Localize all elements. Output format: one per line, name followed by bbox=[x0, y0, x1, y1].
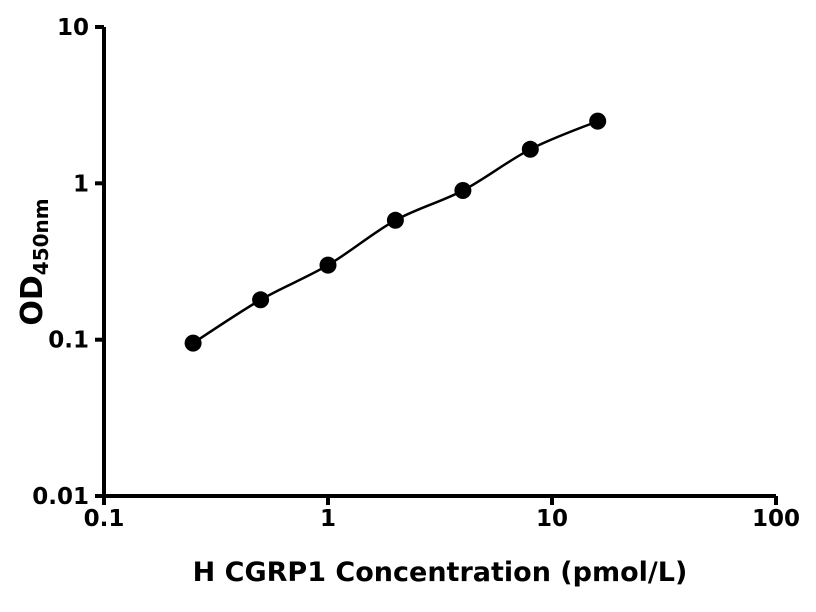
data-point bbox=[521, 140, 539, 158]
y-axis-title-sub: 450nm bbox=[29, 198, 53, 276]
x-tick-label: 10 bbox=[536, 506, 568, 532]
data-point bbox=[319, 256, 337, 274]
x-tick-label: 1 bbox=[320, 506, 336, 532]
data-point bbox=[454, 182, 472, 199]
y-tick-label: 0.1 bbox=[48, 328, 89, 354]
x-axis-title: H CGRP1 Concentration (pmol/L) bbox=[192, 557, 688, 588]
x-tick-label: 100 bbox=[752, 506, 800, 532]
data-point bbox=[184, 334, 202, 352]
y-axis-title: OD450nm bbox=[15, 198, 53, 325]
x-tick-label: 0.1 bbox=[84, 506, 125, 532]
y-tick-label: 10 bbox=[57, 15, 89, 41]
data-point bbox=[386, 211, 404, 229]
axes bbox=[102, 27, 776, 498]
y-tick-label: 1 bbox=[73, 171, 89, 197]
data-point bbox=[252, 291, 270, 309]
data-point bbox=[589, 112, 607, 130]
y-tick-label: 0.01 bbox=[32, 484, 89, 510]
y-axis-title-main: OD bbox=[15, 275, 50, 326]
